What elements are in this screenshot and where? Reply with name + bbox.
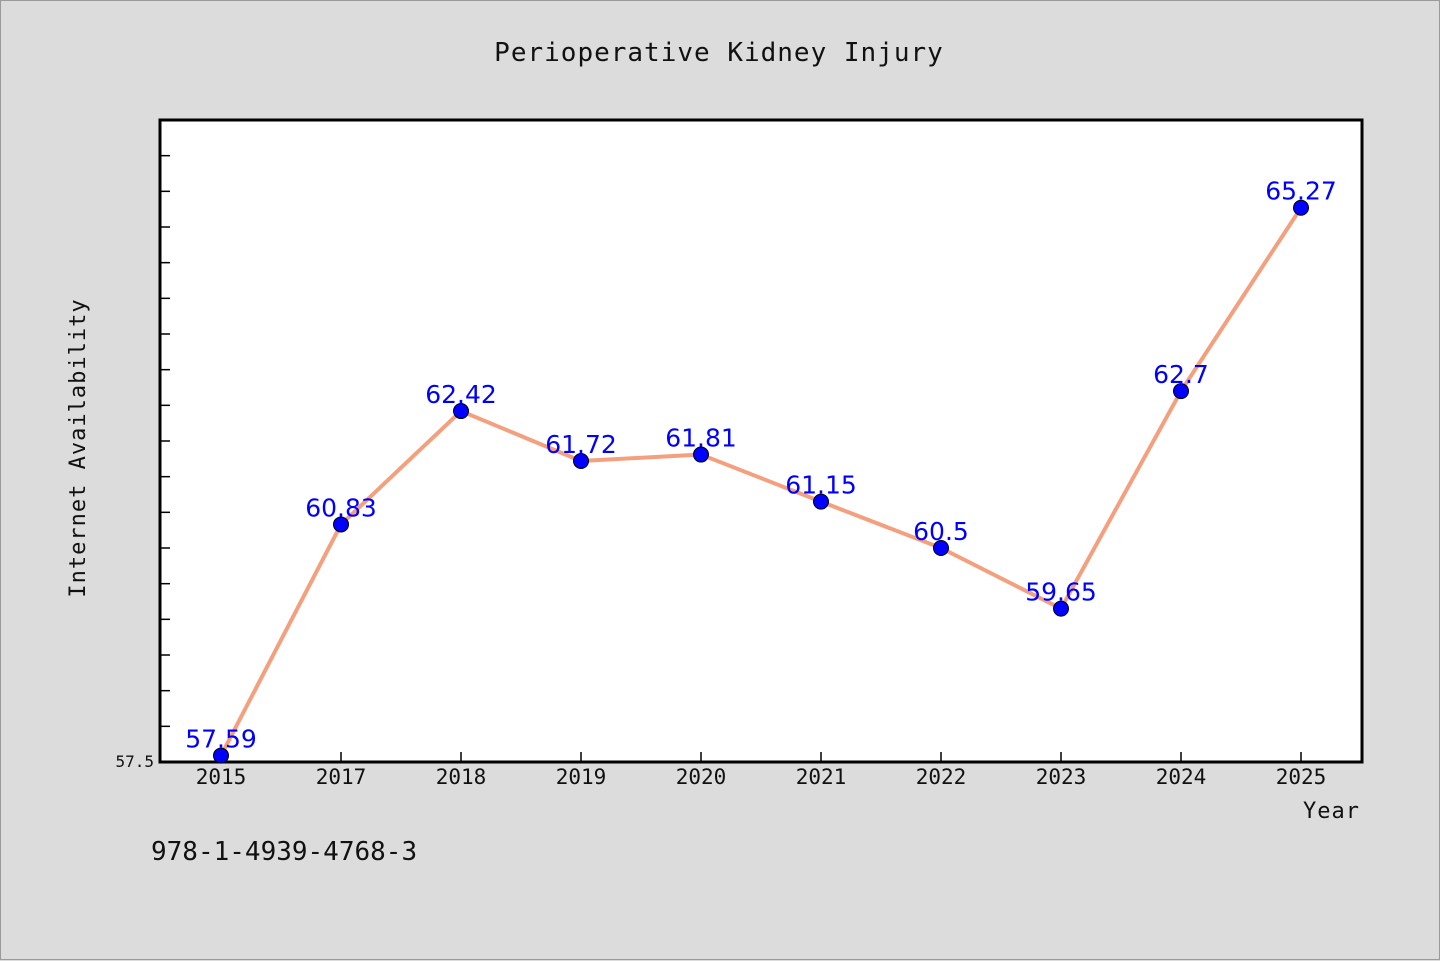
data-label: 57.59 [185,725,257,754]
x-tick-label: 2018 [436,765,487,789]
isbn-text: 978-1-4939-4768-3 [151,837,418,867]
data-point [1293,199,1309,216]
y-tick-label: 57.5 [115,752,154,771]
y-axis-label: Internet Availability [66,298,91,597]
data-labels: 57.59 60.83 62.42 61.72 61.81 61.15 60.5 59.65 6… [185,177,1337,754]
data-point [693,446,709,463]
x-tick-label: 2024 [1156,765,1207,789]
x-tick-label: 2015 [196,765,247,789]
chart-title: Perioperative Kidney Injury [494,38,944,68]
x-tick-label: 2020 [676,765,727,789]
data-point [933,540,949,556]
data-point [213,747,229,764]
x-tick-label: 2023 [1036,765,1087,789]
x-axis-ticks: 2015 2017 2018 2019 2020 2021 2022 2023 2024 2025 [196,752,1327,789]
data-label: 62.7 [1153,360,1209,389]
data-label: 60.83 [305,493,377,522]
data-point [813,493,829,510]
x-tick-label: 2017 [316,765,367,789]
data-label: 61.15 [785,471,857,500]
series-layer [213,199,1309,764]
data-label: 59.65 [1025,578,1097,607]
y-axis-ticks [160,119,170,763]
plot-area [158,118,1364,764]
data-label: 62.42 [425,380,497,409]
data-label: 65.27 [1265,177,1337,206]
x-tick-label: 2025 [1276,765,1327,789]
data-point [1053,600,1069,617]
x-axis-label: Year [1303,799,1360,824]
data-point [1173,383,1189,400]
x-tick-label: 2019 [556,765,607,789]
series-line [219,206,1303,757]
x-tick-label: 2021 [796,765,847,789]
data-label: 61.81 [665,424,737,453]
data-point [333,516,349,533]
data-label: 60.5 [913,517,969,546]
data-label: 61.72 [545,430,617,459]
x-tick-label: 2022 [916,765,967,789]
data-point [573,452,589,469]
data-point [453,403,469,420]
